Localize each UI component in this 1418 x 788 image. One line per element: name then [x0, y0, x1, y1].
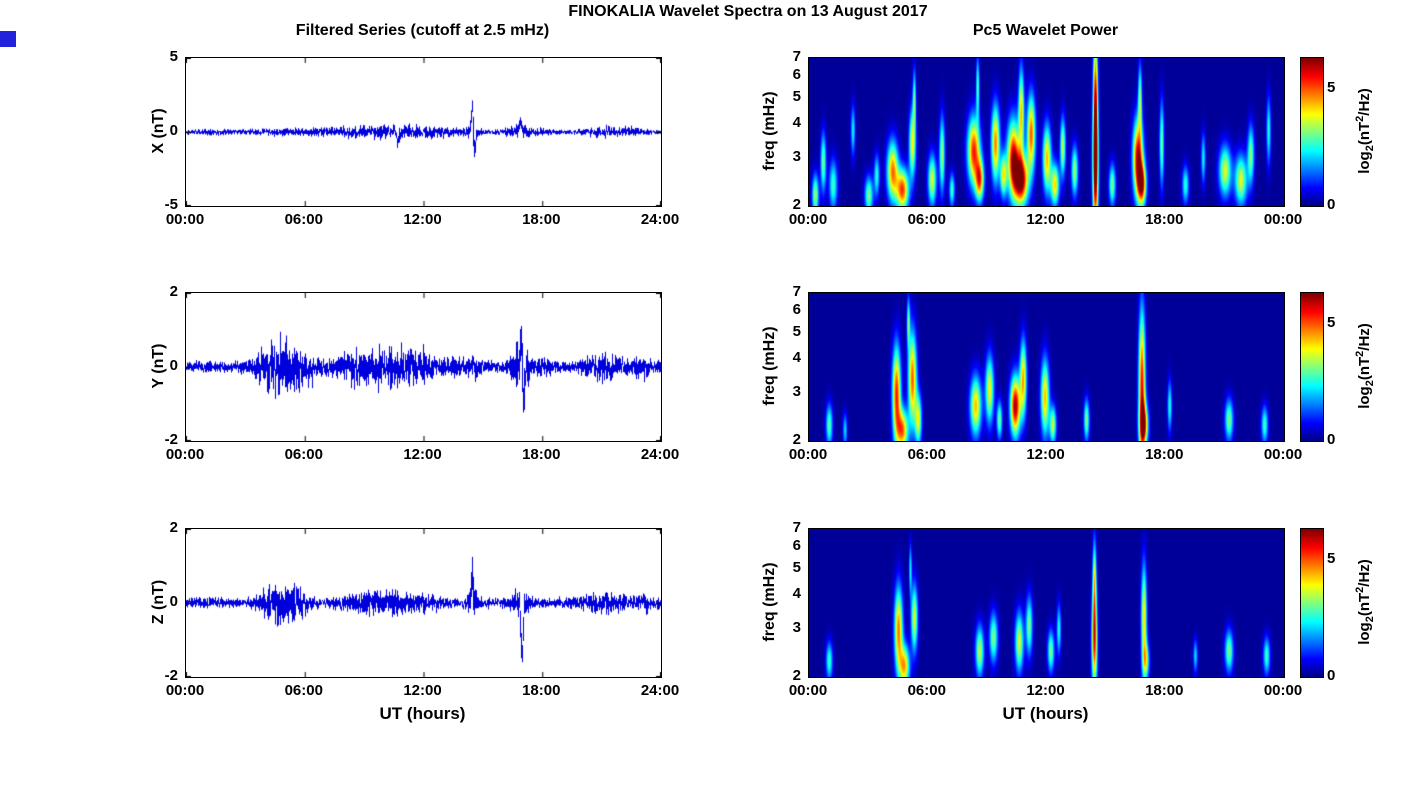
- tick-label: -2: [164, 431, 178, 448]
- tick-label: 18:00: [522, 682, 561, 699]
- tick-label: 5: [1327, 549, 1336, 567]
- tick-label: 2: [169, 519, 178, 536]
- x-axis-label-right: UT (hours): [1002, 704, 1089, 723]
- tick-label: 12:00: [403, 682, 442, 699]
- tick-label: 0: [1327, 431, 1336, 448]
- tick-label: 7: [792, 283, 801, 300]
- tick-label: 2: [169, 283, 178, 300]
- tick-label: 00:00: [788, 446, 828, 463]
- tick-label: 2: [792, 431, 801, 448]
- spectrogram-canvas-y: [808, 292, 1285, 442]
- colorbar-label-sup: 2: [1354, 115, 1366, 122]
- tick-label: 12:00: [1026, 682, 1065, 699]
- tick-label: 24:00: [640, 446, 680, 463]
- colorbar-y: [1300, 292, 1324, 442]
- tick-label: 00:00: [788, 682, 828, 699]
- tick-label: 24:00: [640, 682, 680, 699]
- tick-label: 06:00: [284, 211, 323, 228]
- tick-label: 4: [792, 349, 801, 367]
- tick-label: 5: [169, 48, 178, 65]
- colorbar-label-sup: 2: [1354, 586, 1366, 593]
- tick-label: 18:00: [1145, 682, 1184, 699]
- tick-label: 5: [1327, 313, 1336, 331]
- colorbar-label-text: /Hz): [1356, 88, 1373, 116]
- tick-label: 3: [792, 148, 801, 166]
- colorbar-label-text: log: [1356, 622, 1373, 645]
- spectrogram-canvas-z: [808, 528, 1285, 678]
- tick-label: 00:00: [1263, 682, 1303, 699]
- right-column-title: Pc5 Wavelet Power: [972, 22, 1119, 39]
- tick-label: 7: [792, 519, 801, 536]
- tick-label: 06:00: [284, 446, 323, 463]
- timeseries-canvas-z: [185, 528, 662, 678]
- spectrogram-canvas-x: [808, 57, 1285, 207]
- tick-label: 18:00: [522, 446, 561, 463]
- tick-label: 18:00: [522, 211, 561, 228]
- colorbar-label-text: (nT: [1356, 356, 1373, 381]
- tick-label: 06:00: [907, 211, 946, 228]
- tick-label: 2: [792, 196, 801, 213]
- colorbar-label-sup: 2: [1354, 350, 1366, 357]
- tick-label: 12:00: [1026, 211, 1065, 228]
- colorbar-label-text: (nT: [1356, 592, 1373, 617]
- colorbar-label-text: /Hz): [1356, 323, 1373, 351]
- tick-label: 0: [169, 357, 178, 374]
- colorbar-z: [1300, 528, 1324, 678]
- tick-label: 5: [792, 558, 801, 576]
- tick-label: 00:00: [165, 446, 205, 463]
- tick-label: 5: [792, 322, 801, 340]
- tick-label: 00:00: [788, 211, 828, 228]
- tick-label: 06:00: [907, 446, 946, 463]
- tick-label: 0: [1327, 196, 1336, 213]
- tick-label: 18:00: [1145, 446, 1184, 463]
- tick-label: 4: [792, 114, 801, 132]
- tick-label: 00:00: [165, 682, 205, 699]
- figure-title: FINOKALIA Wavelet Spectra on 13 August 2…: [568, 3, 928, 20]
- tick-label: 00:00: [1263, 446, 1303, 463]
- tick-label: 3: [792, 619, 801, 637]
- tick-label: 6: [792, 537, 801, 555]
- tick-label: 24:00: [640, 211, 680, 228]
- colorbar-label-text: (nT: [1356, 121, 1373, 146]
- tick-label: 06:00: [284, 682, 323, 699]
- tick-label: 12:00: [1026, 446, 1065, 463]
- tick-label: 5: [792, 87, 801, 105]
- timeseries-canvas-y: [185, 292, 662, 442]
- tick-label: 06:00: [907, 682, 946, 699]
- tick-label: 2: [792, 667, 801, 684]
- tick-label: 12:00: [403, 446, 442, 463]
- colorbar-x: [1300, 57, 1324, 207]
- colorbar-label-sub: 2: [1364, 616, 1376, 623]
- tick-label: 00:00: [165, 211, 205, 228]
- tick-label: 00:00: [1263, 211, 1303, 228]
- tick-label: 6: [792, 301, 801, 319]
- colorbar-label-text: log: [1356, 386, 1373, 409]
- tick-label: 12:00: [403, 211, 442, 228]
- tick-label: -2: [164, 667, 178, 684]
- colorbar-label-text: /Hz): [1356, 559, 1373, 587]
- tick-label: 3: [792, 383, 801, 401]
- tick-label: 5: [1327, 78, 1336, 96]
- tick-label: 0: [1327, 667, 1336, 684]
- colorbar-label-sub: 2: [1364, 380, 1376, 387]
- tick-label: 18:00: [1145, 211, 1184, 228]
- tick-label: 0: [169, 593, 178, 610]
- tick-label: 4: [792, 585, 801, 603]
- tick-label: 0: [169, 122, 178, 139]
- corner-marker: [0, 31, 16, 47]
- tick-label: 7: [792, 48, 801, 65]
- colorbar-label-sub: 2: [1364, 145, 1376, 152]
- x-axis-label-left: UT (hours): [379, 704, 466, 723]
- left-column-title: Filtered Series (cutoff at 2.5 mHz): [295, 22, 550, 39]
- tick-label: -5: [164, 196, 178, 213]
- colorbar-label-text: log: [1356, 151, 1373, 174]
- timeseries-canvas-x: [185, 57, 662, 207]
- tick-label: 6: [792, 66, 801, 84]
